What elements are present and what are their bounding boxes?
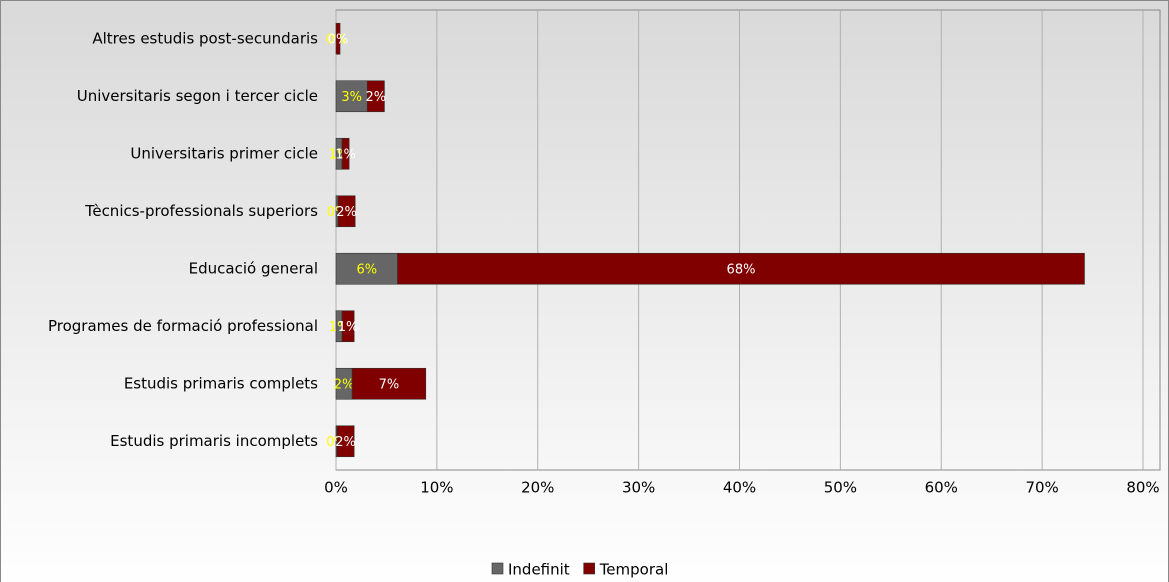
- bar-segment: [335, 80, 368, 113]
- legend-swatch: [583, 562, 595, 575]
- y-tick-label: Universitaris segon i tercer cicle: [77, 87, 318, 105]
- value-label: 68%: [727, 262, 756, 277]
- bar-segment: [337, 195, 356, 228]
- y-tick-label: Tècnics-professionals superiors: [84, 202, 318, 220]
- value-label: 2%: [336, 205, 357, 220]
- value-label: 1%: [335, 147, 356, 162]
- bar-segment: [335, 22, 341, 55]
- value-label: 7%: [379, 377, 400, 392]
- y-tick-label: Programes de formació professional: [48, 317, 318, 335]
- value-label: 0%: [328, 32, 349, 47]
- y-tick-label: Altres estudis post-secundaris: [92, 29, 318, 47]
- y-tick-label: Educació general: [189, 259, 318, 277]
- legend-label: Temporal: [599, 561, 669, 579]
- bar-segment: [351, 367, 427, 400]
- value-label: 6%: [356, 262, 377, 277]
- bar-segment: [366, 80, 385, 113]
- bar-segment: [397, 252, 1085, 285]
- x-tick-label: 60%: [925, 479, 958, 497]
- x-tick-label: 20%: [521, 479, 554, 497]
- x-tick-label: 40%: [723, 479, 756, 497]
- x-tick-label: 0%: [324, 479, 348, 497]
- bar-segment: [336, 425, 355, 458]
- value-label: 1%: [338, 320, 359, 335]
- value-label: 3%: [341, 90, 362, 105]
- y-tick-label: Estudis primaris complets: [124, 374, 318, 392]
- value-label: 2%: [366, 90, 387, 105]
- y-tick-label: Universitaris primer cicle: [130, 144, 318, 162]
- legend-label: Indefinit: [508, 561, 570, 579]
- bar-segment: [341, 310, 355, 343]
- legend-swatch: [491, 562, 504, 575]
- x-tick-label: 50%: [824, 479, 857, 497]
- x-tick-label: 10%: [420, 479, 453, 497]
- y-tick-label: Estudis primaris incomplets: [110, 432, 318, 450]
- value-label: 2%: [335, 435, 356, 450]
- x-tick-label: 80%: [1126, 479, 1159, 497]
- bar-segment: [341, 137, 350, 170]
- x-tick-label: 30%: [622, 479, 655, 497]
- value-label: 2%: [334, 377, 355, 392]
- bar-segment: [335, 252, 398, 285]
- x-tick-label: 70%: [1025, 479, 1058, 497]
